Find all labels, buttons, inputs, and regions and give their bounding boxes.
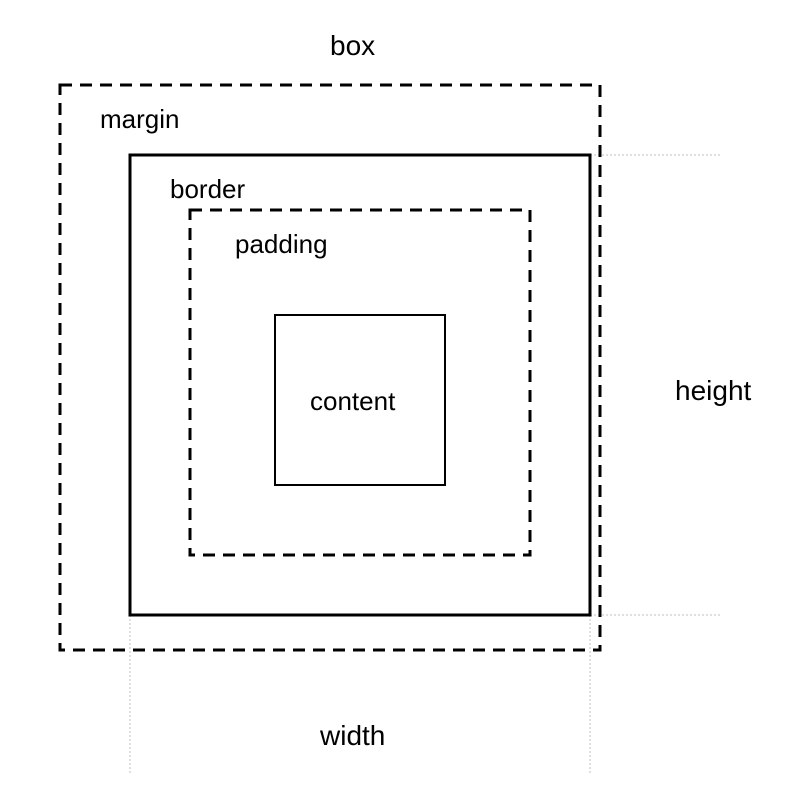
padding-box [190, 210, 530, 555]
margin-label: margin [100, 104, 179, 134]
border-box [130, 155, 590, 615]
border-label: border [170, 174, 245, 204]
margin-box [60, 85, 600, 650]
height-label: height [675, 375, 752, 406]
box-model-diagram: box margin border padding content height… [0, 0, 800, 800]
title-label: box [330, 30, 375, 61]
padding-label: padding [235, 229, 328, 259]
content-label: content [310, 386, 396, 416]
width-label: width [319, 720, 385, 751]
